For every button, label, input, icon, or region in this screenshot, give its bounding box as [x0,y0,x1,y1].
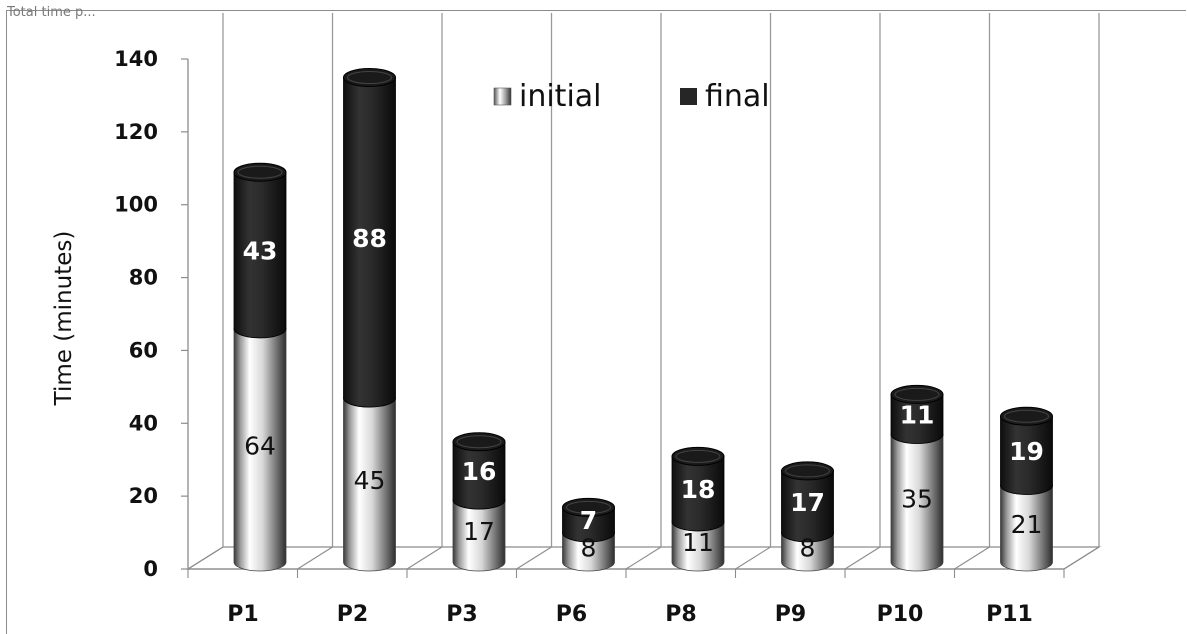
data-label-final: 17 [790,488,825,517]
x-tick-label: P3 [446,602,477,627]
data-label-initial: 64 [244,431,276,460]
x-tick-label: P6 [556,602,587,627]
data-label-final: 88 [352,224,387,253]
y-tick-label: 100 [114,193,158,217]
chart-floor [188,547,1099,578]
legend: initial final [494,79,770,114]
y-tick-label: 0 [143,557,158,581]
x-axis-labels: P1 P2 P3 P6 P8 P9 P10 P11 [227,602,1033,627]
bar-stack-p8: 11 18 [672,447,724,571]
bar-stack-p10: 35 11 [891,385,943,571]
data-label-initial: 17 [463,517,495,546]
data-label-initial: 35 [901,484,933,513]
y-tick-label: 140 [114,47,158,71]
data-label-initial: 45 [354,466,386,495]
y-tick-label: 120 [114,120,158,144]
x-tick-label: P1 [227,602,258,627]
legend-label-initial: initial [519,79,602,114]
data-label-final: 18 [681,475,716,504]
x-tick-label: P2 [337,602,368,627]
legend-label-final: final [705,79,770,114]
x-tick-label: P10 [877,602,924,627]
data-label-final: 43 [243,237,278,266]
data-label-initial: 8 [581,533,597,562]
y-axis-title: Time (minutes) [51,231,77,407]
data-label-final: 19 [1009,437,1044,466]
data-label-final: 7 [580,506,597,535]
data-label-final: 16 [462,457,497,486]
x-tick-label: P11 [986,602,1033,627]
legend-swatch-final [680,88,697,105]
y-tick-label: 80 [129,266,158,290]
y-tick-label: 60 [129,338,158,362]
bar-stack-p1: 64 43 [234,163,286,571]
x-tick-label: P8 [665,602,696,627]
data-label-initial: 8 [800,533,816,562]
data-label-final: 11 [900,400,935,429]
bar-stack-p11: 21 19 [1001,407,1053,571]
x-tick-label: P9 [775,602,806,627]
y-tick-label: 40 [129,411,158,435]
y-tick-label: 20 [129,484,158,508]
y-axis: 0 20 40 60 80 100 120 140 [114,47,188,581]
data-label-initial: 21 [1011,510,1043,539]
legend-swatch-initial [494,88,511,105]
bar-stack-p6: 87 [563,498,615,571]
bar-stack-p2: 45 88 [344,69,396,572]
data-label-initial: 11 [682,528,714,557]
bar-stack-p9: 8 17 [782,462,834,571]
